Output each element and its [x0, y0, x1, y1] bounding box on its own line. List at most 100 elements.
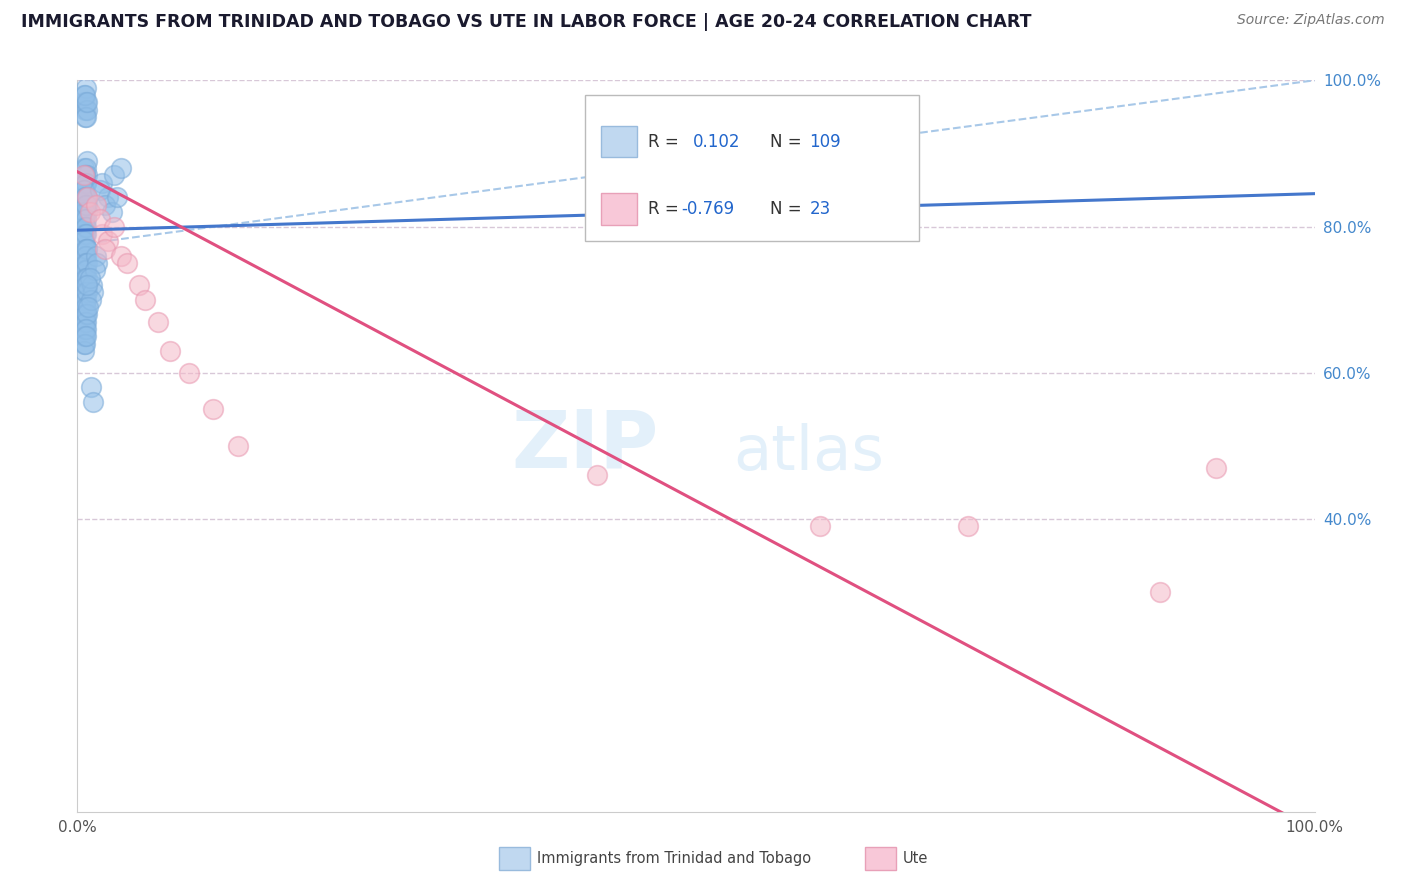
- Point: [73, 219, 96, 234]
- Point: [73, 190, 96, 204]
- Point: [84, 249, 107, 263]
- Point: [75, 322, 97, 336]
- Point: [75, 307, 97, 321]
- Text: 109: 109: [810, 133, 841, 151]
- Point: [72, 212, 94, 227]
- Point: [80, 380, 103, 394]
- Point: [1205, 461, 1227, 475]
- Point: [75, 256, 97, 270]
- Point: [75, 212, 97, 227]
- Point: [72, 205, 94, 219]
- Point: [76, 242, 98, 256]
- Point: [75, 190, 97, 204]
- Point: [76, 278, 98, 293]
- Point: [72, 183, 94, 197]
- Point: [76, 285, 98, 300]
- Point: [73, 293, 96, 307]
- Point: [72, 285, 94, 300]
- Point: [103, 169, 125, 183]
- Point: [73, 205, 96, 219]
- Point: [73, 285, 96, 300]
- Point: [75, 263, 97, 277]
- Point: [73, 249, 96, 263]
- Point: [146, 315, 169, 329]
- Point: [86, 256, 108, 270]
- Point: [75, 329, 97, 343]
- Point: [72, 169, 94, 183]
- Point: [73, 169, 96, 183]
- Point: [73, 169, 96, 183]
- Point: [76, 242, 98, 256]
- Text: -0.769: -0.769: [682, 200, 735, 218]
- Point: [75, 80, 97, 95]
- Point: [202, 402, 225, 417]
- Point: [89, 183, 111, 197]
- Point: [75, 300, 97, 314]
- Point: [72, 336, 94, 351]
- Point: [73, 256, 96, 270]
- Point: [82, 395, 104, 409]
- Point: [72, 343, 94, 358]
- Point: [91, 227, 114, 241]
- Point: [177, 366, 200, 380]
- Point: [73, 278, 96, 293]
- Point: [72, 183, 94, 197]
- Point: [115, 256, 138, 270]
- Text: Immigrants from Trinidad and Tobago: Immigrants from Trinidad and Tobago: [537, 852, 811, 866]
- Point: [75, 293, 97, 307]
- Point: [73, 249, 96, 263]
- Point: [73, 322, 96, 336]
- Text: N =: N =: [770, 200, 801, 218]
- Point: [73, 87, 96, 102]
- Text: N =: N =: [770, 133, 801, 151]
- Point: [76, 190, 98, 204]
- Point: [75, 197, 97, 211]
- Point: [80, 293, 103, 307]
- Point: [73, 315, 96, 329]
- Point: [76, 205, 98, 219]
- Point: [72, 161, 94, 175]
- Point: [82, 278, 104, 293]
- Point: [72, 263, 94, 277]
- Text: Ute: Ute: [903, 852, 928, 866]
- Point: [72, 315, 94, 329]
- Point: [159, 343, 181, 358]
- Text: R =: R =: [648, 200, 679, 218]
- Point: [103, 219, 125, 234]
- Point: [72, 256, 94, 270]
- Text: atlas: atlas: [733, 424, 884, 483]
- Text: Source: ZipAtlas.com: Source: ZipAtlas.com: [1237, 13, 1385, 28]
- Point: [76, 197, 98, 211]
- Point: [808, 519, 831, 533]
- Point: [101, 205, 124, 219]
- Point: [75, 285, 97, 300]
- Point: [72, 300, 94, 314]
- Point: [72, 322, 94, 336]
- Point: [73, 329, 96, 343]
- Point: [76, 256, 98, 270]
- Point: [72, 234, 94, 248]
- Point: [75, 315, 97, 329]
- Text: 23: 23: [810, 200, 831, 218]
- Point: [105, 190, 128, 204]
- Point: [91, 176, 114, 190]
- Point: [75, 110, 97, 124]
- Point: [110, 249, 132, 263]
- Point: [76, 270, 98, 285]
- Text: R =: R =: [648, 133, 679, 151]
- Point: [97, 234, 120, 248]
- Point: [76, 169, 98, 183]
- Point: [226, 439, 249, 453]
- Point: [75, 242, 97, 256]
- Point: [76, 153, 98, 168]
- Point: [72, 87, 94, 102]
- Point: [84, 197, 107, 211]
- Point: [79, 270, 101, 285]
- Point: [75, 249, 97, 263]
- Point: [73, 227, 96, 241]
- Point: [110, 161, 132, 175]
- Point: [72, 95, 94, 110]
- Point: [73, 300, 96, 314]
- Point: [77, 300, 100, 314]
- Point: [76, 190, 98, 204]
